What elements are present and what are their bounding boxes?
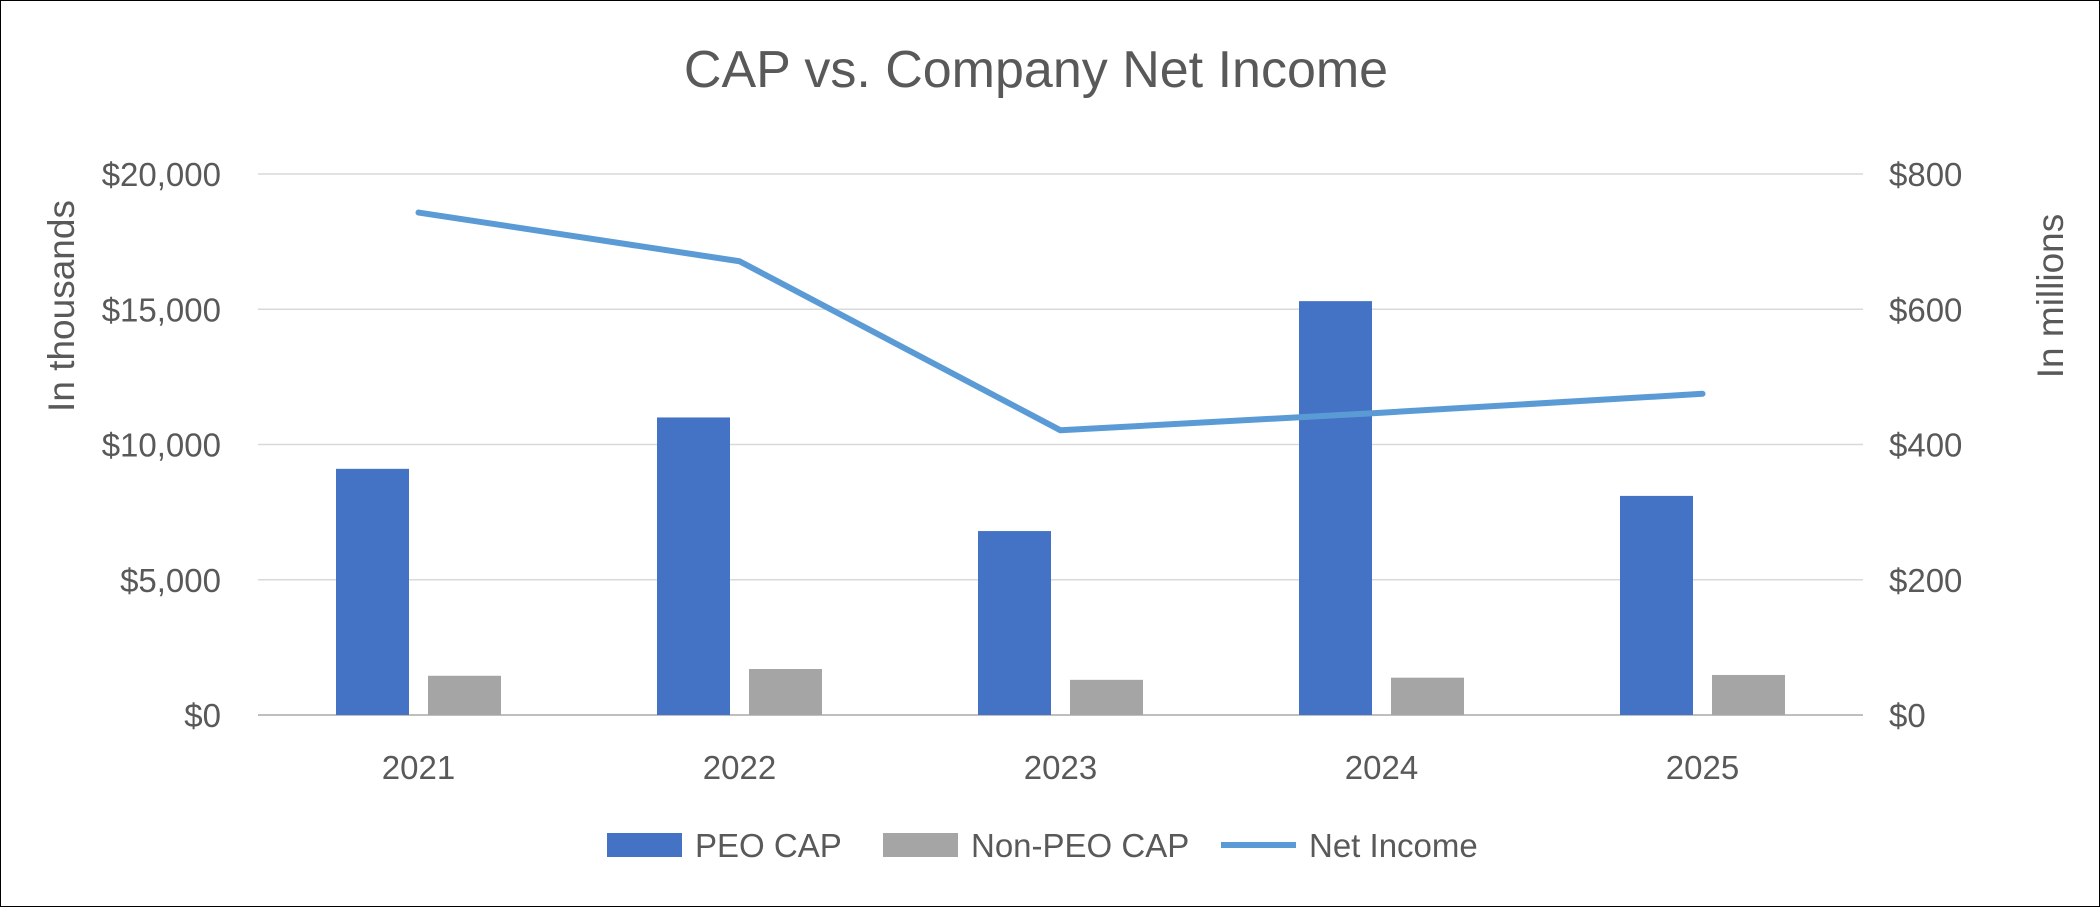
bar-non-peo-cap xyxy=(1391,677,1464,715)
x-tick-label: 2025 xyxy=(1666,749,1739,786)
bar-peo-cap xyxy=(1620,495,1693,715)
y-tick-label-left: $20,000 xyxy=(102,156,221,193)
line-series xyxy=(415,209,1706,434)
x-tick-label: 2023 xyxy=(1024,749,1097,786)
legend-label-peo-cap: PEO CAP xyxy=(695,827,842,864)
y-tick-label-right: $800 xyxy=(1889,156,1962,193)
x-tick-label: 2024 xyxy=(1345,749,1418,786)
bar-non-peo-cap xyxy=(1070,679,1143,715)
tick-labels: $0 $0 $5,000 $200 $10,000 $400 $15,000 $600 $20,… xyxy=(102,156,1963,786)
legend-label-net-income: Net Income xyxy=(1309,827,1478,864)
legend-swatch-peo-cap xyxy=(607,833,682,857)
bars xyxy=(336,301,1785,715)
line-net-income xyxy=(415,209,1706,434)
x-tick-label: 2021 xyxy=(382,749,455,786)
y-axis-label-left: In thousands xyxy=(41,200,82,412)
y-tick-label-right: $200 xyxy=(1889,562,1962,599)
y-tick-label-left: $0 xyxy=(184,697,221,734)
bar-peo-cap xyxy=(1299,301,1372,715)
bar-non-peo-cap xyxy=(1712,674,1785,715)
y-tick-label-right: $0 xyxy=(1889,697,1926,734)
bar-non-peo-cap xyxy=(428,675,501,715)
bar-peo-cap xyxy=(657,417,730,715)
y-tick-label-right: $600 xyxy=(1889,291,1962,328)
y-axis-label-right: In millions xyxy=(2030,214,2071,379)
y-tick-label-left: $5,000 xyxy=(120,562,221,599)
legend-swatch-non-peo-cap xyxy=(883,833,958,857)
gridlines xyxy=(258,173,1863,716)
bar-non-peo-cap xyxy=(749,669,822,715)
y-tick-label-left: $15,000 xyxy=(102,291,221,328)
chart-title: CAP vs. Company Net Income xyxy=(684,41,1388,99)
x-tick-label: 2022 xyxy=(703,749,776,786)
legend: PEO CAP Non-PEO CAP Net Income xyxy=(607,827,1478,864)
legend-label-non-peo-cap: Non-PEO CAP xyxy=(971,827,1189,864)
y-tick-label-right: $400 xyxy=(1889,427,1962,464)
y-tick-label-left: $10,000 xyxy=(102,427,221,464)
bar-peo-cap xyxy=(336,468,409,715)
bar-peo-cap xyxy=(978,531,1051,715)
